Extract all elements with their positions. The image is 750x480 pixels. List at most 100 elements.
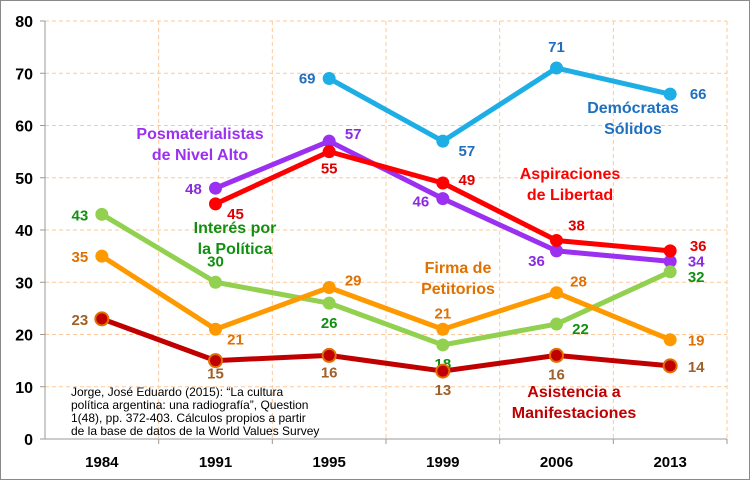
data-label: 29 <box>345 272 362 289</box>
data-point <box>209 275 222 289</box>
series-name-label: Posmaterialistas <box>136 126 263 143</box>
series-name-label: Demócratas <box>587 100 679 117</box>
data-point <box>663 244 677 258</box>
data-point <box>663 333 677 347</box>
source-line: política argentina: una radiografía”, Qu… <box>71 398 309 412</box>
data-label: 49 <box>458 172 475 189</box>
data-point <box>663 265 677 279</box>
data-point <box>94 311 110 327</box>
data-label: 38 <box>568 217 585 234</box>
data-label: 57 <box>458 143 475 160</box>
data-label: 43 <box>71 207 88 224</box>
series-name-label: Firma de <box>425 260 492 277</box>
data-label: 66 <box>690 86 707 103</box>
series-name-label: Asistencia a <box>527 384 620 401</box>
data-label: 21 <box>227 331 244 348</box>
data-label: 36 <box>690 238 707 255</box>
x-tick-label: 1995 <box>312 454 345 471</box>
data-point <box>95 207 109 221</box>
data-label: 30 <box>207 253 224 270</box>
data-label: 14 <box>688 359 705 376</box>
data-label: 57 <box>345 126 362 143</box>
data-point <box>322 134 336 148</box>
data-point <box>663 87 677 101</box>
series-line <box>100 316 671 374</box>
data-label: 26 <box>321 315 338 332</box>
data-point <box>209 322 222 336</box>
source-line: Jorge, José Eduardo (2015): “La cultura <box>71 385 284 399</box>
data-label: 21 <box>434 305 451 322</box>
data-point <box>436 322 450 336</box>
series-name-label: de Libertad <box>527 187 613 204</box>
data-point <box>322 145 336 159</box>
data-label: 19 <box>688 333 705 350</box>
data-label: 34 <box>688 253 705 270</box>
data-label: 15 <box>207 366 224 383</box>
series-line <box>100 254 672 343</box>
data-point <box>209 197 222 211</box>
data-point <box>436 192 450 206</box>
data-point <box>209 181 222 195</box>
x-tick-label: 1984 <box>85 454 119 471</box>
x-tick-label: 1999 <box>426 454 459 471</box>
data-point <box>663 254 677 268</box>
data-point <box>436 176 450 190</box>
data-label: 55 <box>321 161 338 178</box>
data-label: 46 <box>412 194 429 211</box>
y-tick-label: 50 <box>15 171 33 188</box>
source-line: 1(48), pp. 372-403. Cálculos propios a p… <box>71 411 306 425</box>
data-label: 16 <box>321 364 338 381</box>
data-point <box>550 61 563 75</box>
data-label: 45 <box>227 206 244 223</box>
source-note: Jorge, José Eduardo (2015): “La cultura … <box>71 386 371 438</box>
series-name-label: Petitorios <box>421 281 495 298</box>
data-label: 32 <box>688 269 705 286</box>
data-point <box>322 71 336 85</box>
data-point <box>550 286 563 300</box>
series-line <box>100 212 672 348</box>
x-tick-label: 2013 <box>653 454 686 471</box>
source-line: de la base de datos de la World Values S… <box>71 424 320 438</box>
data-point <box>549 347 564 363</box>
y-tick-label: 40 <box>15 223 33 240</box>
data-point <box>322 296 336 310</box>
data-label: 48 <box>185 181 202 198</box>
data-label: 22 <box>572 321 589 338</box>
data-point <box>662 358 678 374</box>
data-label: 13 <box>434 382 451 399</box>
series-line <box>327 65 671 144</box>
series-name-label: de Nivel Alto <box>152 147 249 164</box>
series-name-label: Aspiraciones <box>520 166 621 183</box>
data-point <box>322 280 336 294</box>
data-point <box>95 249 109 263</box>
data-point <box>436 134 450 148</box>
data-label: 36 <box>528 253 545 270</box>
series-name-label: la Política <box>198 241 273 258</box>
y-tick-label: 30 <box>15 275 33 292</box>
y-tick-label: 0 <box>24 432 33 449</box>
data-label: 69 <box>299 70 316 87</box>
data-point <box>208 353 223 369</box>
y-tick-label: 10 <box>15 380 33 397</box>
data-label: 71 <box>548 39 565 56</box>
data-label: 28 <box>570 274 587 291</box>
data-point <box>550 317 563 331</box>
series-name-label: Interés por <box>194 220 277 237</box>
data-label: 16 <box>548 366 565 383</box>
data-label: 23 <box>71 312 88 329</box>
y-tick-label: 80 <box>15 14 33 31</box>
y-tick-label: 60 <box>15 119 33 136</box>
data-point <box>436 338 450 352</box>
x-tick-label: 1991 <box>199 454 232 471</box>
series-name-label: Manifestaciones <box>512 405 637 422</box>
y-tick-label: 70 <box>15 66 33 83</box>
data-point <box>550 244 563 258</box>
data-point <box>550 233 563 247</box>
series-name-label: Sólidos <box>604 121 662 138</box>
data-point <box>321 347 337 363</box>
data-point <box>435 363 451 379</box>
y-tick-label: 20 <box>15 328 33 345</box>
x-tick-label: 2006 <box>540 454 573 471</box>
